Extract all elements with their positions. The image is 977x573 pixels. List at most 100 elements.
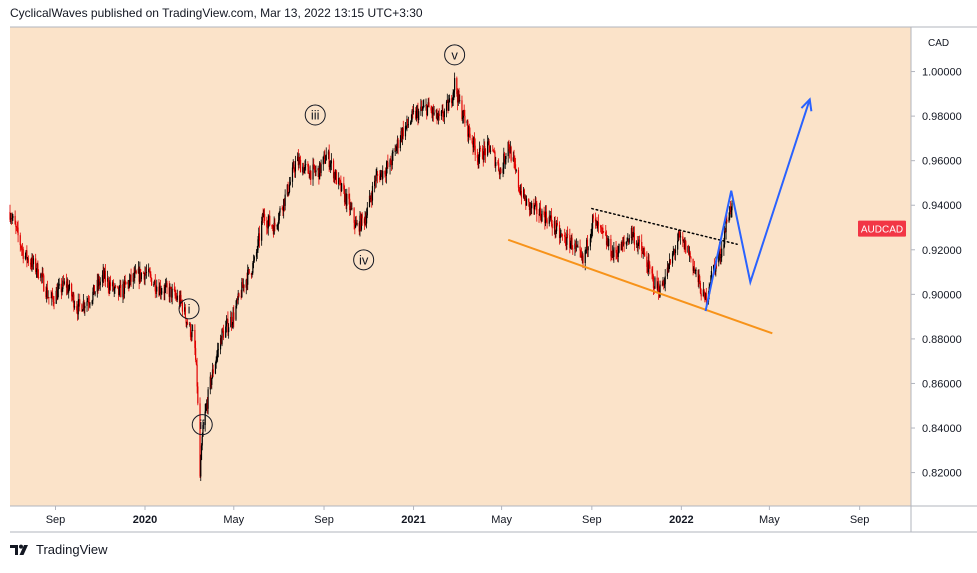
- candle-body: [478, 156, 480, 163]
- candle-body: [503, 153, 505, 169]
- candle-body: [535, 202, 537, 204]
- candle-body: [364, 218, 366, 224]
- candle-body: [144, 272, 146, 280]
- time-tick-label: May: [759, 514, 780, 526]
- candle-body: [648, 260, 650, 265]
- candle-body: [355, 222, 357, 225]
- candle-body: [682, 239, 685, 242]
- candle-body: [462, 117, 464, 120]
- candle-body: [421, 109, 423, 110]
- candle-body: [448, 102, 450, 111]
- candle-body: [349, 198, 351, 211]
- price-axis[interactable]: 1.00000 0.98000 0.96000 0.94000 0.92000 0.900…: [911, 67, 962, 480]
- wave-label-iv[interactable]: iv: [353, 249, 375, 271]
- candle-body: [575, 243, 577, 247]
- candle-body: [304, 164, 306, 168]
- last-price-tag-text: AUDCAD: [861, 225, 903, 236]
- candle-body: [579, 246, 581, 251]
- candle-body: [329, 165, 331, 168]
- candle-body: [539, 207, 541, 216]
- price-tick-label: 0.84000: [922, 423, 962, 435]
- candle-body: [128, 281, 130, 287]
- candle-body: [153, 280, 156, 285]
- candle-body: [21, 247, 23, 249]
- wave-label-ii[interactable]: ii: [191, 414, 213, 436]
- candle-body: [481, 148, 484, 159]
- candle-body: [656, 277, 658, 289]
- candle-body: [678, 232, 680, 234]
- candle-body: [42, 273, 44, 276]
- candle-body: [710, 270, 713, 282]
- candle-body: [240, 296, 242, 298]
- candle-body: [274, 222, 276, 227]
- candle-body: [694, 270, 696, 272]
- candle-body: [454, 78, 456, 91]
- forecast-path[interactable]: [704, 99, 811, 312]
- candle-body: [442, 110, 444, 117]
- candle-body: [282, 208, 284, 212]
- candle-body: [89, 303, 91, 305]
- candle-body: [584, 250, 586, 264]
- candle-body: [646, 266, 649, 273]
- candle-body: [257, 239, 259, 251]
- price-tick-label: 0.86000: [922, 378, 962, 390]
- wave-label-v[interactable]: v: [444, 44, 466, 66]
- candle-body: [159, 285, 162, 294]
- time-axis[interactable]: Sep 2020 May Sep 2021 May Sep 2022 May Sep: [46, 506, 870, 526]
- candle-body: [623, 241, 625, 245]
- price-tick-label: 0.94000: [922, 200, 962, 212]
- candle-body: [52, 297, 54, 302]
- wave-label-iii[interactable]: iii: [304, 104, 326, 126]
- candle-body: [368, 195, 371, 208]
- footer-brand[interactable]: TradingView: [10, 542, 108, 557]
- candle-body: [505, 156, 507, 160]
- candle-body: [76, 310, 79, 315]
- candle-body: [158, 286, 160, 296]
- wave-label-text: iii: [311, 108, 320, 123]
- candle-body: [43, 275, 45, 292]
- candle-body: [600, 225, 602, 228]
- candle-body: [97, 279, 99, 287]
- candle-body: [16, 227, 18, 228]
- candle-body: [68, 283, 71, 290]
- candle-body: [353, 208, 355, 223]
- candle-body: [335, 171, 338, 185]
- support-trendline[interactable]: [507, 238, 773, 335]
- candle-body: [446, 100, 448, 102]
- candle-body: [87, 301, 90, 304]
- candle-body: [654, 277, 656, 289]
- candle-body: [87, 301, 89, 302]
- candle-body: [385, 174, 387, 176]
- candle-body: [199, 403, 201, 477]
- candle-body: [350, 206, 352, 209]
- candle-body: [245, 279, 247, 288]
- candle-body: [421, 106, 423, 110]
- candle-body: [492, 150, 494, 152]
- wave-label-i[interactable]: i: [178, 298, 200, 320]
- candle-body: [445, 101, 448, 111]
- candle-body: [705, 293, 707, 302]
- candle-body: [456, 93, 459, 103]
- candle-body: [189, 324, 191, 325]
- candle-body: [482, 158, 484, 160]
- candle-body: [558, 225, 561, 239]
- candle-body: [200, 459, 202, 477]
- candle-body: [27, 258, 29, 263]
- candle-body: [271, 225, 273, 227]
- candle-body: [88, 303, 90, 304]
- candle-body: [430, 107, 432, 111]
- candle-body: [586, 239, 589, 251]
- price-tick-label: 0.96000: [922, 156, 962, 168]
- candle-body: [32, 258, 35, 265]
- candle-body: [184, 307, 186, 318]
- candle-body: [262, 214, 264, 218]
- publisher-header: CyclicalWaves published on TradingView.c…: [10, 6, 423, 20]
- candle-body: [600, 227, 602, 229]
- time-tick-label: 2020: [133, 514, 157, 526]
- candle-body: [20, 245, 22, 248]
- candle-body: [534, 205, 536, 210]
- candle-body: [438, 113, 440, 117]
- candle-body: [546, 219, 548, 224]
